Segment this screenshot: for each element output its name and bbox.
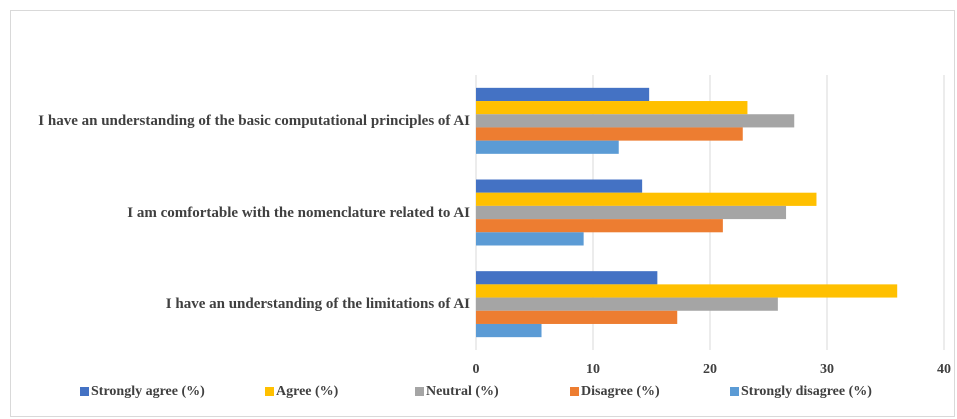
legend-label: Neutral (%) <box>426 384 499 399</box>
bar <box>476 140 619 154</box>
legend-label: Agree (%) <box>276 384 339 399</box>
legend-label: Strongly agree (%) <box>91 384 205 399</box>
bar <box>476 101 748 115</box>
bar <box>476 323 542 338</box>
bar <box>476 179 643 193</box>
legend-swatch <box>570 387 579 396</box>
bar <box>476 232 584 246</box>
bar <box>476 284 898 298</box>
x-tick-label: 40 <box>937 362 951 377</box>
category-label: I have an understanding of the limitatio… <box>165 296 470 313</box>
legend-swatch <box>730 387 739 396</box>
x-tick-label: 30 <box>820 362 834 377</box>
bar <box>476 219 723 233</box>
legend-label: Strongly disagree (%) <box>741 384 872 399</box>
bar <box>476 87 650 102</box>
bar <box>476 310 678 324</box>
x-tick-label: 10 <box>586 362 600 377</box>
legend-swatch <box>265 387 274 396</box>
legend-swatch <box>80 387 89 396</box>
bar <box>476 127 743 141</box>
legend-swatch <box>415 387 424 396</box>
x-tick-label: 0 <box>473 362 480 377</box>
chart-border <box>10 10 955 417</box>
bar <box>476 114 795 128</box>
bar <box>476 205 787 220</box>
bar <box>476 192 817 206</box>
category-label: I am comfortable with the nomenclature r… <box>127 204 470 221</box>
x-tick-label: 20 <box>703 362 717 377</box>
bar <box>476 297 778 311</box>
bar <box>476 271 658 285</box>
category-label: I have an understanding of the basic com… <box>38 112 470 129</box>
legend-label: Disagree (%) <box>581 384 660 399</box>
